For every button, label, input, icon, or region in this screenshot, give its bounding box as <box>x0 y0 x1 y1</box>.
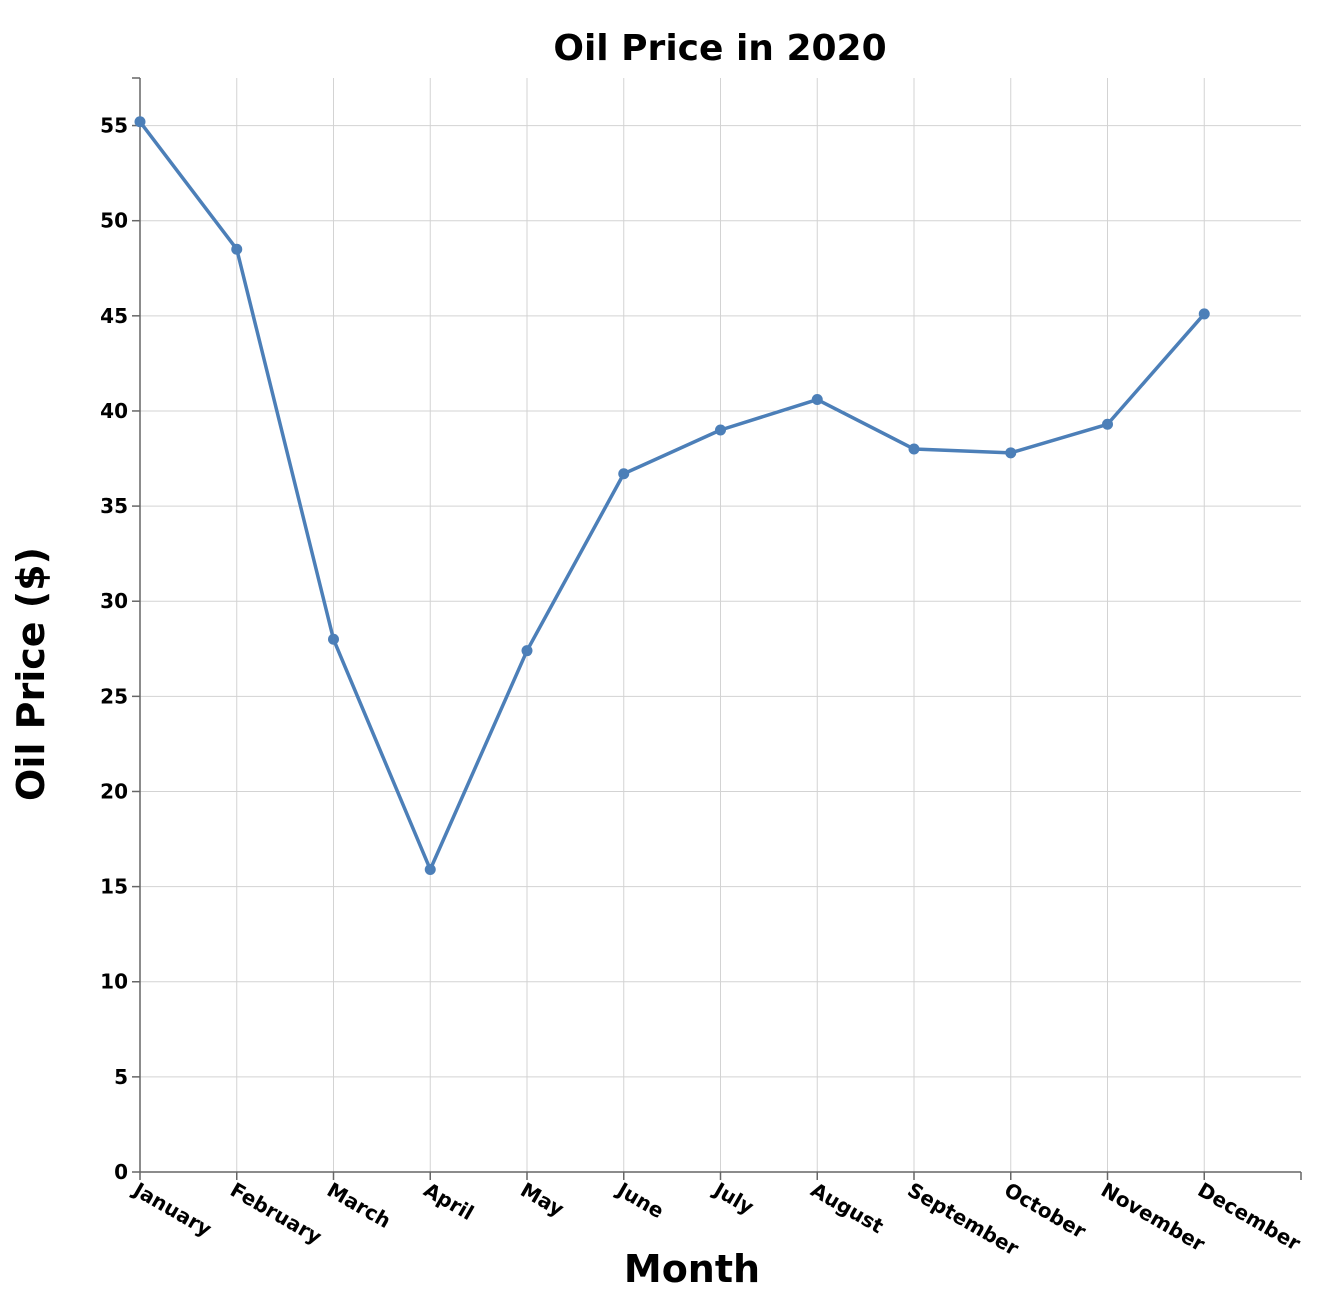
y-tick-label: 50 <box>100 209 128 233</box>
series-line <box>138 120 1206 872</box>
axes <box>132 77 1302 1180</box>
y-tick-label: 45 <box>100 304 128 328</box>
x-tick-label: April <box>420 1178 478 1225</box>
data-point <box>134 116 146 128</box>
x-tick-label: August <box>807 1178 888 1239</box>
x-tick-label: March <box>323 1178 395 1233</box>
data-point <box>811 394 823 406</box>
data-point <box>715 424 726 436</box>
x-tick-label: May <box>517 1178 569 1222</box>
data-point <box>328 633 339 645</box>
x-axis-title: Month <box>624 1247 760 1291</box>
x-tick-label: January <box>128 1177 216 1242</box>
y-tick-label: 0 <box>114 1160 128 1184</box>
data-point <box>618 468 630 480</box>
chart-title: Oil Price in 2020 <box>553 28 886 69</box>
x-tick-label: November <box>1097 1178 1209 1257</box>
x-tick-label: June <box>612 1177 669 1224</box>
x-tick-label: February <box>226 1178 326 1249</box>
grid <box>139 78 1301 1173</box>
y-tick-label: 40 <box>100 399 128 423</box>
y-tick-label: 20 <box>100 779 128 803</box>
y-axis-title: Oil Price ($) <box>9 547 53 801</box>
series <box>134 116 1210 875</box>
y-tick-label: 25 <box>100 684 128 708</box>
data-point <box>908 443 920 455</box>
data-point <box>231 243 243 255</box>
tick-labels: 0 5 10 15 20 25 30 35 40 45 50 55 January FebruaryMar… <box>100 114 1305 1261</box>
data-point <box>424 863 436 875</box>
data-point <box>1198 308 1210 320</box>
data-point <box>521 645 533 657</box>
y-tick-label: 5 <box>114 1065 128 1089</box>
y-tick-label: 30 <box>100 589 128 613</box>
y-tick-label: 10 <box>100 970 128 994</box>
data-point <box>1102 418 1113 430</box>
y-tick-label: 55 <box>100 114 128 138</box>
x-tick-label: July <box>708 1177 758 1220</box>
data-point <box>1005 447 1017 459</box>
x-tick-label: December <box>1194 1178 1305 1256</box>
y-tick-label: 15 <box>100 875 128 899</box>
y-tick-label: 35 <box>100 494 128 518</box>
